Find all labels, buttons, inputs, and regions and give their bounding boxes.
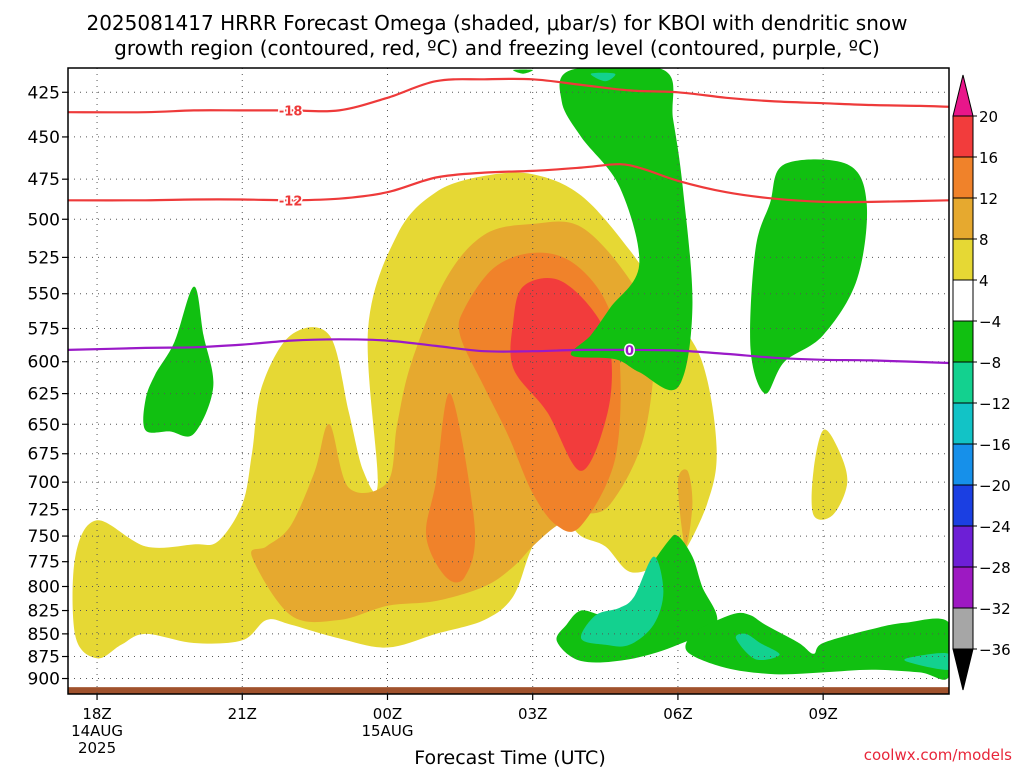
x-tick-label-00Z-1: 15AUG bbox=[362, 722, 414, 740]
credit-text: coolwx.com/models bbox=[864, 746, 1012, 764]
colorbar-label-3: 8 bbox=[979, 231, 989, 249]
x-tick-label-18Z-1: 14AUG bbox=[71, 722, 123, 740]
dgz-contour-1 bbox=[68, 163, 949, 204]
ground-terrain-band bbox=[68, 687, 949, 694]
colorbar-label-9: −20 bbox=[979, 477, 1011, 495]
omega-region-w16-5 bbox=[510, 278, 612, 471]
freezing-level-contour bbox=[68, 338, 949, 365]
plot-area: -18 -12 0 bbox=[68, 68, 949, 694]
chart-title-line-1: 2025081417 HRRR Forecast Omega (shaded, … bbox=[86, 11, 907, 35]
x-tick-label-21Z-0: 21Z bbox=[228, 705, 257, 723]
colorbar-box-1 bbox=[952, 115, 974, 158]
x-tick-label-18Z-2: 2025 bbox=[78, 739, 116, 757]
omega-region-g4-7 bbox=[143, 286, 214, 437]
omega-region-g4-8 bbox=[559, 68, 693, 391]
colorbar-label-7: −12 bbox=[979, 395, 1011, 413]
omega-region-g4-14 bbox=[685, 612, 949, 680]
colorbar-box-8 bbox=[952, 402, 974, 445]
y-tick-label-900: 900 bbox=[28, 670, 60, 690]
y-tick-label-875: 875 bbox=[28, 648, 60, 668]
x-tick-label-00Z-0: 00Z bbox=[373, 705, 402, 723]
colorbar-box-5 bbox=[952, 279, 974, 322]
colorbar-box-10 bbox=[952, 484, 974, 527]
omega-region-g8-13 bbox=[580, 556, 664, 647]
y-tick-label-450: 450 bbox=[28, 128, 60, 148]
colorbar-label-11: −28 bbox=[979, 559, 1011, 577]
y-tick-label-700: 700 bbox=[28, 473, 60, 493]
y-tick-label-475: 475 bbox=[28, 170, 60, 190]
x-tick-label-03Z-0: 03Z bbox=[518, 705, 547, 723]
x-tick-label-18Z-0: 18Z bbox=[82, 705, 111, 723]
y-tick-label-425: 425 bbox=[28, 83, 60, 103]
omega-region-g4-10 bbox=[513, 69, 533, 74]
colorbar-box-6 bbox=[952, 320, 974, 363]
dgz-contour-1-label: -12 bbox=[279, 194, 303, 209]
chart-title-line-2: growth region (contoured, red, ºC) and f… bbox=[114, 36, 880, 60]
omega-region-g8-16 bbox=[904, 652, 949, 670]
colorbar-label-5: −4 bbox=[979, 313, 1001, 331]
y-tick-label-750: 750 bbox=[28, 527, 60, 547]
dgz-contour-0 bbox=[68, 77, 949, 114]
omega-region-w8-2 bbox=[677, 469, 693, 547]
freezing-level-contour-label: 0 bbox=[625, 344, 634, 359]
colorbar-label-8: −16 bbox=[979, 436, 1011, 454]
colorbar-bottom-triangle bbox=[952, 648, 974, 691]
y-tick-label-575: 575 bbox=[28, 319, 60, 339]
x-axis-label: Forecast Time (UTC) bbox=[414, 747, 605, 768]
omega-region-g8-15 bbox=[735, 633, 780, 661]
y-tick-label-550: 550 bbox=[28, 285, 60, 305]
x-tick-label-09Z-0: 09Z bbox=[808, 705, 837, 723]
colorbar-label-6: −8 bbox=[979, 354, 1001, 372]
omega-region-g8-9 bbox=[590, 72, 616, 82]
y-tick-label-500: 500 bbox=[28, 210, 60, 230]
colorbar: 20 16 12 8 4 −4 −8 −12 −16 −20 −24 −28 −32 −36 bbox=[952, 74, 1011, 691]
colorbar-box-2 bbox=[952, 156, 974, 199]
colorbar-label-12: −32 bbox=[979, 600, 1011, 618]
colorbar-label-4: 4 bbox=[979, 272, 989, 290]
colorbar-box-9 bbox=[952, 443, 974, 486]
colorbar-label-0: 20 bbox=[979, 108, 998, 126]
colorbar-box-3 bbox=[952, 197, 974, 240]
y-tick-label-775: 775 bbox=[28, 553, 60, 573]
colorbar-top-triangle bbox=[952, 74, 974, 117]
colorbar-box-4 bbox=[952, 238, 974, 281]
dgz-contour-0-label: -18 bbox=[279, 104, 303, 119]
y-tick-label-850: 850 bbox=[28, 625, 60, 645]
omega-region-g4-11 bbox=[750, 159, 868, 394]
y-tick-label-825: 825 bbox=[28, 602, 60, 622]
omega-region-w4-6 bbox=[811, 429, 848, 520]
y-tick-label-650: 650 bbox=[28, 415, 60, 435]
x-tick-label-06Z-0: 06Z bbox=[663, 705, 692, 723]
colorbar-box-7 bbox=[952, 361, 974, 404]
colorbar-box-13 bbox=[952, 607, 974, 650]
omega-region-w12-3 bbox=[425, 393, 476, 583]
colorbar-label-13: −36 bbox=[979, 641, 1011, 659]
y-tick-label-675: 675 bbox=[28, 445, 60, 465]
y-tick-label-600: 600 bbox=[28, 353, 60, 373]
y-tick-label-525: 525 bbox=[28, 248, 60, 268]
y-tick-label-800: 800 bbox=[28, 577, 60, 597]
colorbar-label-2: 12 bbox=[979, 190, 998, 208]
y-tick-label-725: 725 bbox=[28, 501, 60, 521]
colorbar-box-12 bbox=[952, 566, 974, 609]
colorbar-box-11 bbox=[952, 525, 974, 568]
axes: 425 450 475 500 525 550 575 600 625 650 675 700 725 7… bbox=[28, 67, 950, 757]
y-tick-label-625: 625 bbox=[28, 385, 60, 405]
plot-frame bbox=[67, 67, 950, 695]
colorbar-label-1: 16 bbox=[979, 149, 998, 167]
colorbar-label-10: −24 bbox=[979, 518, 1011, 536]
